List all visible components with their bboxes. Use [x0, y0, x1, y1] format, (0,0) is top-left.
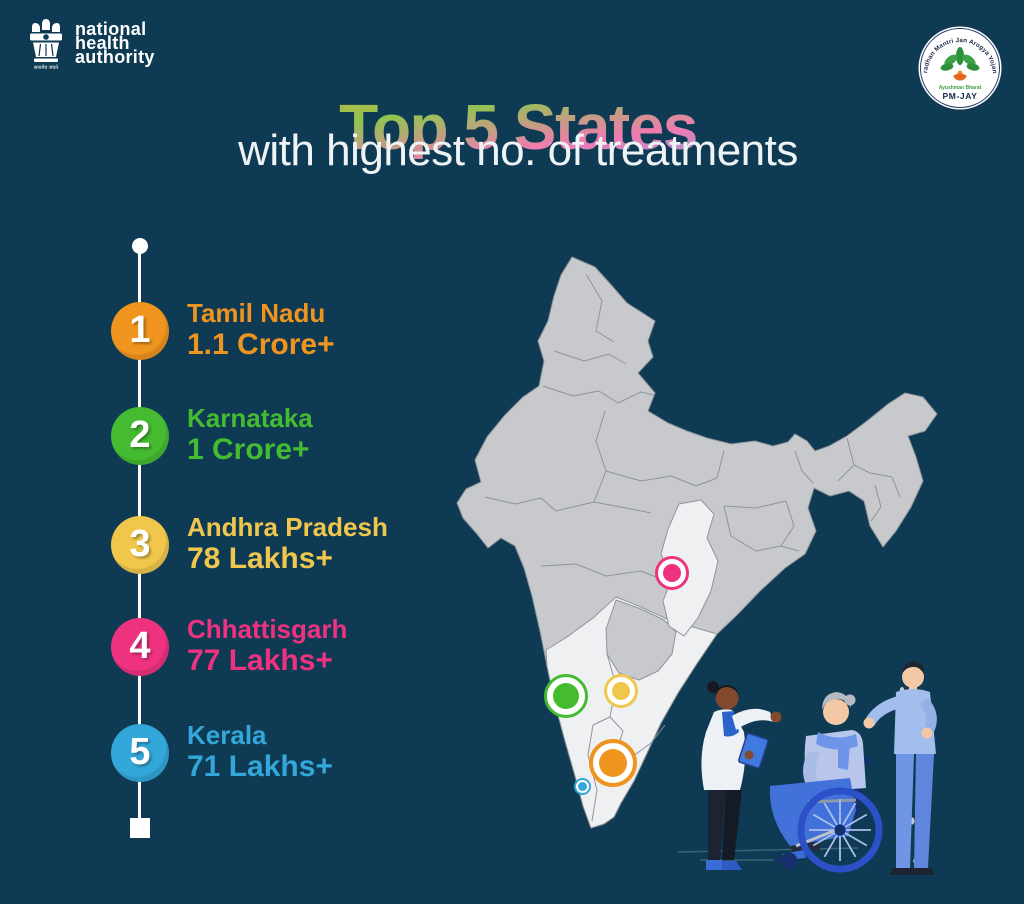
state-label: Kerala [187, 720, 267, 750]
marker-tamil-nadu [589, 739, 637, 787]
marker-dot [599, 749, 627, 777]
marker-kerala [574, 778, 591, 795]
value-label: 77 Lakhs+ [187, 643, 333, 677]
state-label: Andhra Pradesh [187, 512, 388, 542]
rank-item-1: 1 Tamil Nadu 1.1 Crore+ [111, 299, 335, 362]
rank-number: 2 [129, 414, 151, 457]
timeline-end-square [130, 818, 150, 838]
state-borders [484, 273, 901, 822]
state-label: Tamil Nadu [187, 298, 326, 328]
caregiver-figure [863, 661, 937, 875]
state-label: Chhattisgarh [187, 614, 348, 644]
page-title: Top 5 States [12, 95, 1024, 159]
highlighted-south-states [545, 596, 718, 829]
nha-line-3: authority [75, 47, 155, 68]
ashoka-emblem-icon [30, 19, 62, 62]
nha-line-1: national [75, 19, 147, 39]
marker-dot [553, 683, 579, 709]
marker-dot [663, 564, 681, 582]
ground-lines [677, 847, 859, 861]
rank-number: 5 [129, 731, 151, 774]
emblem-caption: सत्यमेव जयते [33, 65, 59, 71]
state-label: Karnataka [187, 403, 313, 433]
pmjay-program-text: Ayushman Bharat [939, 85, 982, 91]
page-subtitle: with highest no. of treatments [238, 126, 798, 175]
marker-andhra-pradesh [604, 674, 638, 708]
ayushman-leaf-icon [940, 47, 980, 81]
rank-number: 3 [129, 523, 151, 566]
nha-logo-text: national health authority [75, 18, 155, 68]
marker-chhattisgarh [655, 556, 689, 590]
rank-badge-4: 4 [111, 617, 169, 676]
value-label: 78 Lakhs+ [187, 541, 333, 575]
ashoka-emblem: सत्यमेव जयते [26, 18, 66, 71]
value-label: 1.1 Crore+ [187, 327, 335, 361]
marker-karnataka [544, 674, 588, 718]
nha-line-2: health [75, 33, 130, 54]
nha-logo: सत्यमेव जयते national health authority [26, 18, 155, 71]
pmjay-logo-icon: Pradhan Mantri Jan Arogya Yojana Ayushma… [916, 21, 1002, 110]
rank-item-4: 4 Chhattisgarh 77 Lakhs+ [111, 615, 347, 678]
value-label: 1 Crore+ [187, 432, 310, 466]
rank-item-3: 3 Andhra Pradesh 78 Lakhs+ [111, 513, 388, 576]
value-label: 71 Lakhs+ [187, 749, 333, 783]
patient-wheelchair-figure [769, 692, 883, 873]
rank-badge-2: 2 [111, 406, 169, 465]
state-telangana [605, 599, 677, 681]
pmjay-logo: Pradhan Mantri Jan Arogya Yojana Ayushma… [916, 21, 1002, 110]
pmjay-name-text: PM-JAY [943, 91, 978, 101]
marker-dot [578, 782, 587, 791]
healthcare-illustration [677, 661, 937, 875]
rank-number: 4 [129, 625, 151, 668]
timeline-start-dot [132, 238, 148, 254]
doctor-figure [701, 681, 782, 870]
rank-badge-5: 5 [111, 723, 169, 782]
wheel-spokes [809, 799, 871, 861]
rank-badge-3: 3 [111, 515, 169, 574]
marker-dot [612, 682, 630, 700]
india-map [455, 245, 945, 870]
rank-number: 1 [129, 309, 151, 352]
rank-item-5: 5 Kerala 71 Lakhs+ [111, 721, 333, 784]
rank-badge-1: 1 [111, 301, 169, 360]
rank-item-2: 2 Karnataka 1 Crore+ [111, 404, 313, 467]
